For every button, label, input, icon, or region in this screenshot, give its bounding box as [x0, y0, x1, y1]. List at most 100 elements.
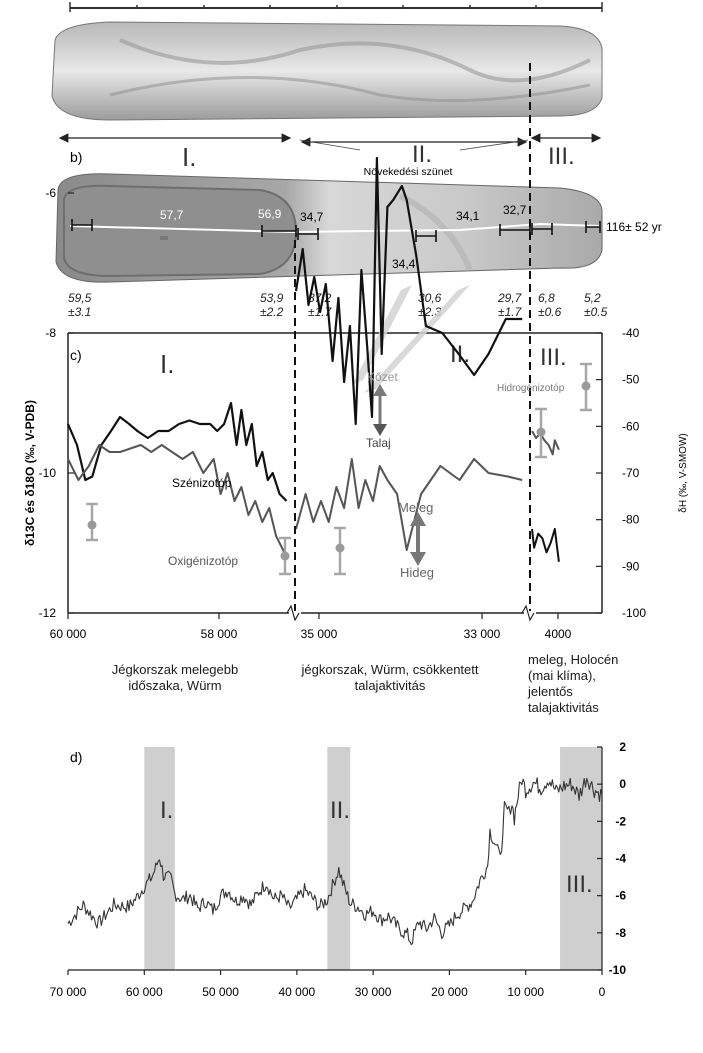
oxygen-line	[67, 444, 288, 558]
panel-a	[51, 2, 603, 121]
warm-label: Meleg	[398, 500, 433, 515]
carbon-label: Szénizotóp	[172, 476, 232, 490]
stalagmite-age-4: 34,1	[456, 209, 480, 223]
stalagmite-photo-a	[51, 21, 603, 121]
rock-soil-arrow	[373, 384, 387, 436]
rock-label: Kőzet	[367, 370, 398, 384]
date-age-6: 6,8	[538, 291, 555, 305]
date-age-2: 53,9	[260, 291, 284, 305]
chart-c: c) I. II. III. δ13C és δ18O (‰, V-PDB) δ…	[23, 63, 689, 641]
y-tick-label-d: -2	[615, 814, 626, 828]
x-tick-label-d: 30 000	[355, 985, 392, 999]
y-tick-label-d: -10	[609, 963, 627, 977]
chart-d-series	[67, 777, 603, 946]
x-tick-label-d: 70 000	[50, 985, 87, 999]
growth-band	[398, 193, 473, 272]
link-band	[364, 285, 470, 393]
y-tick-label-d: 0	[619, 777, 626, 791]
x-tick-label: 58 000	[201, 627, 238, 641]
y-tick-label-right: -40	[622, 326, 640, 340]
growth-rate-label: 116± 52 yr	[606, 220, 662, 234]
zone-d-label-i: I.	[160, 797, 173, 824]
scale-ticks	[69, 2, 603, 12]
date-err-5: ±1.7	[498, 305, 523, 319]
date-age-7: 5,2	[584, 291, 601, 305]
caption-glacial-warm: Jégkorszak melegebb időszaka, Würm	[111, 662, 239, 693]
x-tick-label-d: 10 000	[507, 985, 544, 999]
hydrogen-holocene-line	[531, 430, 560, 456]
y-tick-label-right: -60	[622, 419, 640, 433]
date-err-1: ±3.1	[68, 305, 91, 319]
zone-d-label-iii: III.	[566, 871, 593, 898]
y-tick-label-left: -8	[45, 326, 56, 340]
zone-label-ii: II.	[412, 141, 432, 168]
date-age-4: 30,6	[418, 291, 442, 305]
chart-c-series	[66, 156, 560, 562]
sampling-transect	[69, 222, 601, 234]
hydrogen-label: Hidrogénizotóp	[497, 383, 565, 394]
zone-c-label-iii: III.	[540, 344, 567, 371]
date-err-7: ±0.5	[584, 305, 608, 319]
hydrogen-line	[531, 528, 560, 562]
error-bars	[86, 362, 592, 576]
chart-c-ticks: -12 -10 -8 -6 -100 -90 -80 -70 -60 -50 -40 60 000 58…	[39, 186, 647, 641]
x-tick-label-d: 50 000	[202, 985, 239, 999]
shaded-interval	[560, 747, 602, 970]
date-age-1: 59,5	[68, 291, 92, 305]
y-tick-label-left: -10	[39, 466, 57, 480]
chart-d: d) 70 000 60 000 50 000 40 000 30 000 20 000 1…	[50, 740, 627, 999]
panel-c-label: c)	[70, 347, 82, 363]
x-tick-label: 35 000	[301, 627, 338, 641]
x-tick-label: 4000	[545, 627, 572, 641]
x-tick-label-d: 20 000	[431, 985, 468, 999]
growth-band	[119, 38, 591, 83]
stalagmite-age-1: 57,7	[160, 208, 184, 222]
y-tick-label-right: -90	[622, 559, 640, 573]
gap-pointer	[299, 139, 361, 151]
warm-cold-arrow	[410, 512, 426, 566]
shaded-interval	[327, 747, 351, 970]
y-tick-label-d: -4	[615, 852, 626, 866]
y-tick-label-left: -6	[45, 186, 56, 200]
oxygen-label: Oxigénizotóp	[168, 554, 238, 568]
axis-break-marks	[286, 604, 535, 622]
zone-label-iii: III.	[548, 143, 575, 170]
y-tick-label-right: -80	[622, 513, 640, 527]
stalagmite-age-2: 56,9	[258, 207, 282, 221]
panel-b-label: b)	[70, 149, 82, 165]
y-tick-label-right: -50	[622, 373, 640, 387]
y-tick-label-d: -8	[615, 926, 626, 940]
carbon-line	[66, 401, 288, 502]
stalagmite-age-6: 34,4	[392, 257, 416, 271]
y-tick-label-d: 2	[619, 740, 626, 754]
growth-gap-label: Növekedési szünet	[364, 166, 453, 178]
shaded-interval	[144, 747, 175, 970]
y-tick-label-right: -70	[622, 466, 640, 480]
y-tick-label-left: -12	[39, 606, 57, 620]
date-err-2: ±2.2	[260, 305, 284, 319]
stalagmite-age-5: 32,7	[503, 203, 527, 217]
gap-pointer	[459, 139, 529, 151]
zone-d-label-ii: II.	[330, 797, 350, 824]
panel-b: b) I. II. III. Növekedési szünet 57,7 56…	[55, 133, 662, 319]
zone-c-label-i: I.	[160, 349, 174, 379]
oxygen-line	[295, 458, 523, 551]
chart-d-ticks: 70 000 60 000 50 000 40 000 30 000 20 000 10 0…	[50, 740, 627, 999]
record-line	[67, 777, 603, 946]
x-tick-label: 33 000	[464, 627, 501, 641]
carbon-line	[294, 156, 523, 426]
y-axis-title-left: δ13C és δ18O (‰, V-PDB)	[23, 400, 37, 546]
caption-holocene: meleg, Holocén (mai klíma), jelentős tal…	[528, 652, 619, 715]
caption-glacial-reduced: jégkorszak, Würm, csökkentett talajaktiv…	[301, 662, 479, 693]
panel-d-label: d)	[70, 749, 82, 765]
zone-label-i: I.	[182, 142, 196, 172]
growth-band	[109, 76, 591, 103]
date-age-5: 29,7	[497, 291, 523, 305]
x-tick-label-d: 60 000	[126, 985, 163, 999]
stalagmite-age-3: 34,7	[300, 210, 324, 224]
x-tick-label: 60 000	[50, 627, 87, 641]
shaded-intervals	[144, 747, 602, 970]
cold-label: Hideg	[400, 565, 434, 580]
y-axis-title-right: δH (‰, V-SMOW)	[678, 433, 689, 512]
